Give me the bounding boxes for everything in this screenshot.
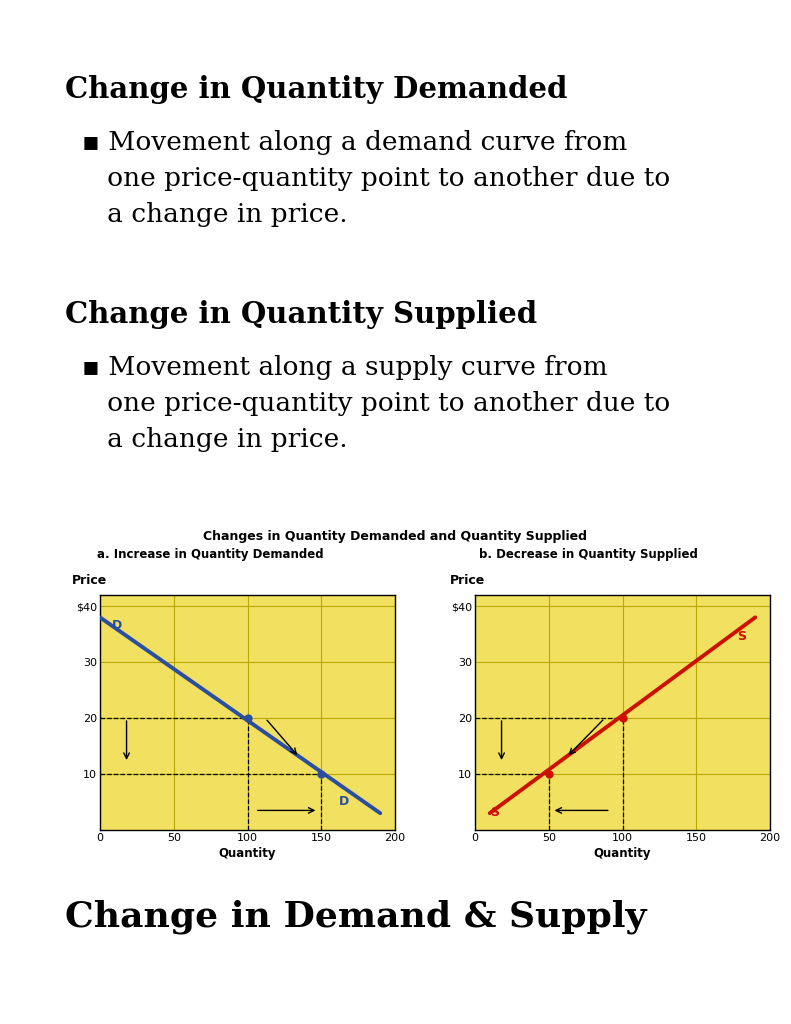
Text: ▪ Movement along a supply curve from: ▪ Movement along a supply curve from	[82, 355, 607, 380]
Text: Changes in Quantity Demanded and Quantity Supplied: Changes in Quantity Demanded and Quantit…	[203, 530, 587, 543]
Text: S: S	[737, 630, 747, 643]
Text: b. Decrease in Quantity Supplied: b. Decrease in Quantity Supplied	[479, 548, 698, 561]
Text: D: D	[339, 795, 349, 808]
Text: a change in price.: a change in price.	[82, 427, 347, 452]
Text: Change in Demand & Supply: Change in Demand & Supply	[65, 900, 646, 935]
Text: D: D	[112, 618, 122, 632]
Text: Change in Quantity Supplied: Change in Quantity Supplied	[65, 300, 537, 329]
Text: a. Increase in Quantity Demanded: a. Increase in Quantity Demanded	[97, 548, 324, 561]
Text: a change in price.: a change in price.	[82, 202, 347, 227]
Text: one price-quantity point to another due to: one price-quantity point to another due …	[82, 166, 670, 191]
Text: S: S	[490, 806, 499, 819]
Text: Change in Quantity Demanded: Change in Quantity Demanded	[65, 75, 567, 104]
Text: ▪ Movement along a demand curve from: ▪ Movement along a demand curve from	[82, 130, 627, 155]
X-axis label: Quantity: Quantity	[594, 847, 651, 860]
Text: Price: Price	[72, 574, 108, 587]
Text: one price-quantity point to another due to: one price-quantity point to another due …	[82, 391, 670, 416]
X-axis label: Quantity: Quantity	[219, 847, 276, 860]
Text: Price: Price	[450, 574, 485, 587]
